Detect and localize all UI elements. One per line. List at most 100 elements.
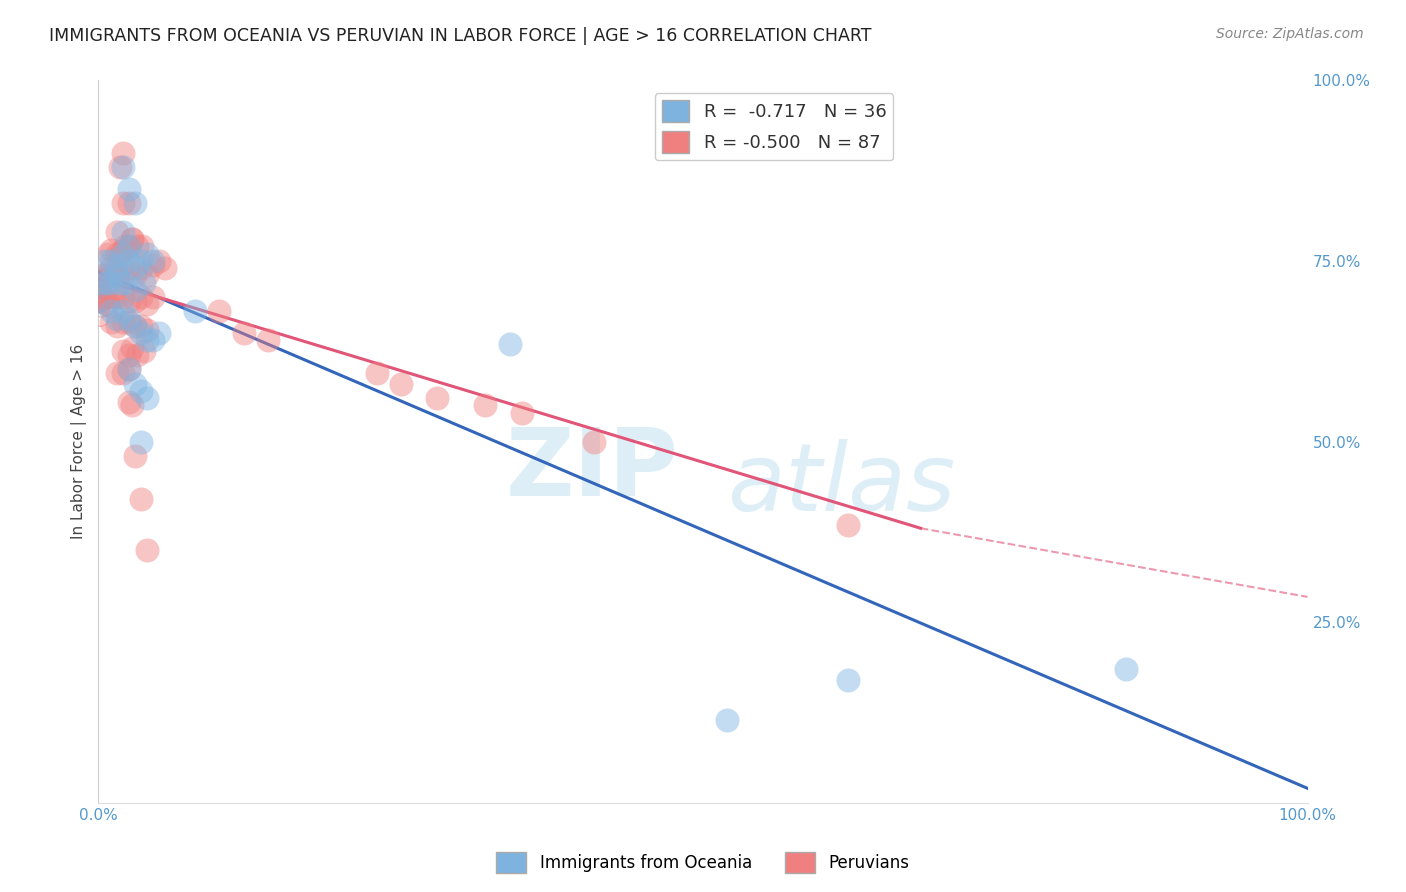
Point	[134, 344, 156, 359]
Point	[89, 298, 111, 312]
Point	[93, 277, 115, 291]
Point	[90, 285, 112, 300]
Point	[105, 225, 128, 239]
Point	[94, 288, 117, 302]
Point	[89, 280, 111, 294]
Point	[93, 253, 115, 268]
Point	[1115, 662, 1137, 676]
Point	[114, 239, 136, 253]
Point	[94, 301, 117, 316]
Point	[90, 271, 112, 285]
Point	[108, 276, 131, 290]
Point	[111, 304, 134, 318]
Point	[90, 281, 112, 295]
Point	[96, 294, 118, 309]
Point	[129, 290, 152, 304]
Point	[98, 303, 121, 318]
Text: ZIP: ZIP	[506, 425, 679, 516]
Point	[90, 287, 112, 301]
Point	[105, 246, 128, 260]
Point	[87, 295, 110, 310]
Point	[716, 713, 738, 727]
Point	[100, 293, 122, 308]
Point	[232, 326, 254, 340]
Point	[93, 291, 115, 305]
Point	[93, 285, 115, 299]
Point	[153, 261, 176, 276]
Point	[89, 285, 111, 299]
Point	[121, 398, 143, 412]
Point	[91, 278, 114, 293]
Point	[426, 391, 449, 405]
Point	[121, 232, 143, 246]
Point	[94, 268, 117, 283]
Point	[89, 298, 111, 312]
Point	[90, 279, 112, 293]
Point	[105, 268, 128, 283]
Point	[105, 258, 128, 272]
Point	[124, 318, 146, 333]
Point	[105, 318, 128, 333]
Point	[90, 277, 112, 291]
Point	[583, 434, 606, 449]
Point	[124, 376, 146, 391]
Point	[90, 281, 112, 295]
Point	[111, 290, 134, 304]
Point	[89, 275, 111, 289]
Point	[124, 196, 146, 211]
Point	[87, 292, 110, 306]
Point	[510, 406, 533, 420]
Legend: R =  -0.717   N = 36, R = -0.500   N = 87: R = -0.717 N = 36, R = -0.500 N = 87	[655, 93, 893, 161]
Point	[135, 268, 157, 283]
Point	[118, 311, 141, 326]
Point	[184, 304, 207, 318]
Point	[87, 297, 110, 311]
Point	[98, 286, 121, 301]
Point	[94, 274, 117, 288]
Point	[89, 282, 111, 296]
Point	[118, 348, 141, 362]
Point	[97, 268, 120, 282]
Point	[118, 315, 141, 329]
Point	[87, 277, 110, 292]
Point	[89, 294, 111, 309]
Point	[89, 295, 111, 310]
Point	[142, 258, 165, 272]
Point	[97, 246, 120, 260]
Point	[129, 253, 152, 268]
Point	[837, 673, 859, 687]
Point	[124, 293, 146, 308]
Point	[118, 196, 141, 211]
Point	[93, 296, 115, 310]
Point	[124, 261, 146, 276]
Point	[89, 296, 111, 310]
Point	[107, 268, 129, 283]
Point	[111, 196, 134, 211]
Point	[129, 434, 152, 449]
Point	[124, 268, 146, 283]
Point	[90, 297, 112, 311]
Point	[129, 492, 152, 507]
Point	[89, 279, 111, 293]
Point	[108, 160, 131, 174]
Point	[87, 293, 110, 307]
Point	[114, 276, 136, 290]
Point	[111, 246, 134, 260]
Point	[111, 344, 134, 359]
Point	[135, 297, 157, 311]
Point	[97, 297, 120, 311]
Point	[111, 366, 134, 380]
Point	[142, 290, 165, 304]
Point	[89, 285, 111, 299]
Point	[93, 290, 115, 304]
Point	[111, 145, 134, 160]
Point	[90, 284, 112, 298]
Point	[90, 285, 112, 299]
Point	[129, 326, 152, 340]
Point	[89, 293, 111, 308]
Point	[142, 253, 165, 268]
Point	[93, 280, 115, 294]
Point	[111, 225, 134, 239]
Point	[124, 283, 146, 297]
Point	[93, 280, 115, 294]
